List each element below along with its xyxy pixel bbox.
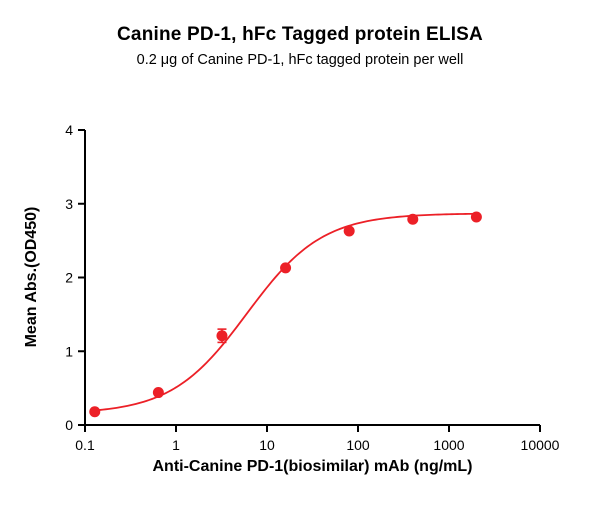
data-point <box>152 387 164 399</box>
x-tick-label: 100 <box>346 437 370 453</box>
chart-title: Canine PD-1, hFc Tagged protein ELISA <box>117 24 483 45</box>
data-point <box>89 406 101 418</box>
y-tick-label: 2 <box>65 270 73 286</box>
chart-subtitle: 0.2 μg of Canine PD-1, hFc tagged protei… <box>136 52 464 68</box>
data-point <box>280 262 292 274</box>
x-tick-label: 0.1 <box>75 437 95 453</box>
x-axis-label: Anti-Canine PD-1(biosimilar) mAb (ng/mL) <box>152 458 473 475</box>
y-tick-label: 4 <box>65 122 73 138</box>
axes-spines <box>84 130 540 426</box>
x-tick-label: 10000 <box>521 437 560 453</box>
y-tick-label: 1 <box>65 343 73 359</box>
x-tick-label: 1000 <box>433 437 464 453</box>
x-tick-label: 10 <box>259 437 275 453</box>
y-tick-label: 0 <box>65 417 73 433</box>
data-point <box>407 213 419 225</box>
data-point <box>470 211 482 223</box>
data-point <box>216 330 228 342</box>
data-point <box>343 225 355 237</box>
y-tick-label: 3 <box>65 196 73 212</box>
fit-curve <box>94 212 477 412</box>
x-tick-label: 1 <box>172 437 180 453</box>
